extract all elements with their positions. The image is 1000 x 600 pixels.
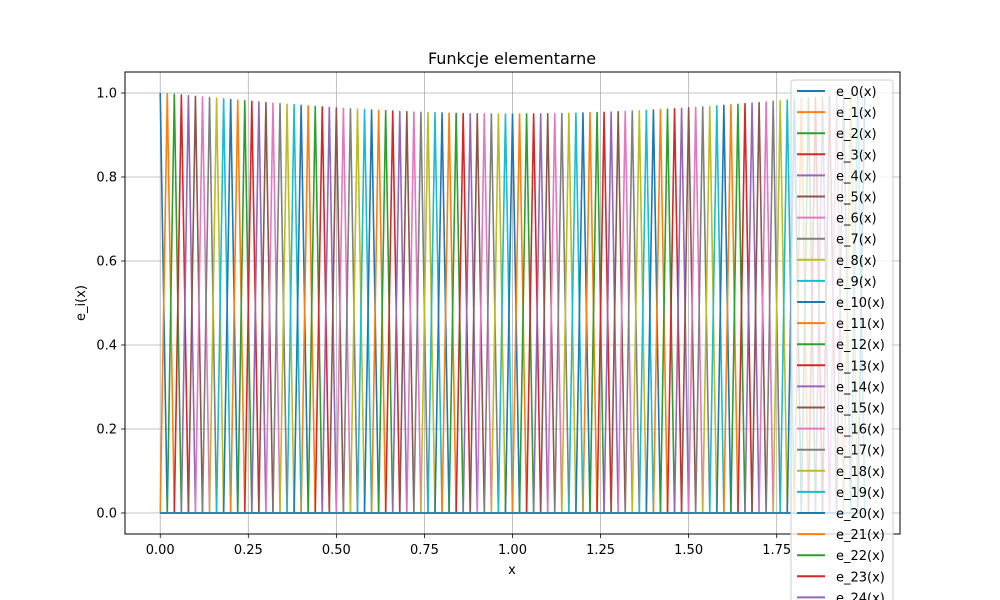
legend-label: e_3(x) [836, 148, 877, 163]
legend-label: e_0(x) [836, 85, 877, 100]
legend: e_0(x) e_1(x) e_2(x) e_3(x) e_4(x) e_5(x) e_6(… [790, 79, 894, 600]
legend-label: e_7(x) [836, 233, 877, 248]
y-tick-label: 0.8 [96, 171, 117, 186]
y-tick-label: 0.0 [96, 507, 117, 522]
legend-label: e_5(x) [836, 191, 877, 206]
axis-ticks: 0.00 0.25 0.50 0.75 1.00 1.25 1.50 1.75 0.0 0.2 0.… [96, 87, 791, 559]
x-tick-label: 1.75 [762, 543, 791, 558]
legend-label: e_20(x) [836, 507, 885, 522]
y-tick-label: 1.0 [96, 87, 117, 102]
x-tick-label: 1.50 [674, 543, 703, 558]
legend-label: e_9(x) [836, 275, 877, 290]
y-tick-label: 0.6 [96, 255, 117, 270]
legend-label: e_4(x) [836, 169, 877, 184]
legend-label: e_21(x) [836, 528, 885, 543]
legend-label: e_18(x) [836, 465, 885, 480]
chart-title: Funkcje elementarne [428, 49, 596, 68]
legend-label: e_13(x) [836, 359, 885, 374]
legend-label: e_24(x) [836, 591, 885, 600]
x-tick-label: 0.25 [234, 543, 263, 558]
x-tick-label: 1.00 [498, 543, 527, 558]
legend-label: e_12(x) [836, 338, 885, 353]
x-tick-label: 0.00 [146, 543, 175, 558]
legend-label: e_16(x) [836, 423, 885, 438]
y-axis-label: e_i(x) [74, 285, 89, 321]
legend-label: e_11(x) [836, 317, 885, 332]
legend-label: e_15(x) [836, 402, 885, 417]
legend-label: e_8(x) [836, 254, 877, 269]
x-tick-label: 1.25 [586, 543, 615, 558]
legend-label: e_23(x) [836, 570, 885, 585]
legend-label: e_6(x) [836, 212, 877, 227]
legend-label: e_2(x) [836, 127, 877, 142]
x-axis-label: x [508, 563, 516, 578]
legend-label: e_14(x) [836, 380, 885, 395]
x-tick-label: 0.50 [322, 543, 351, 558]
x-tick-label: 0.75 [410, 543, 439, 558]
y-tick-label: 0.2 [96, 423, 117, 438]
legend-label: e_1(x) [836, 106, 877, 121]
legend-label: e_19(x) [836, 486, 885, 501]
legend-label: e_17(x) [836, 444, 885, 459]
plot-lines [159, 92, 866, 514]
legend-label: e_22(x) [836, 549, 885, 564]
y-tick-label: 0.4 [96, 339, 117, 354]
legend-label: e_10(x) [836, 296, 885, 311]
